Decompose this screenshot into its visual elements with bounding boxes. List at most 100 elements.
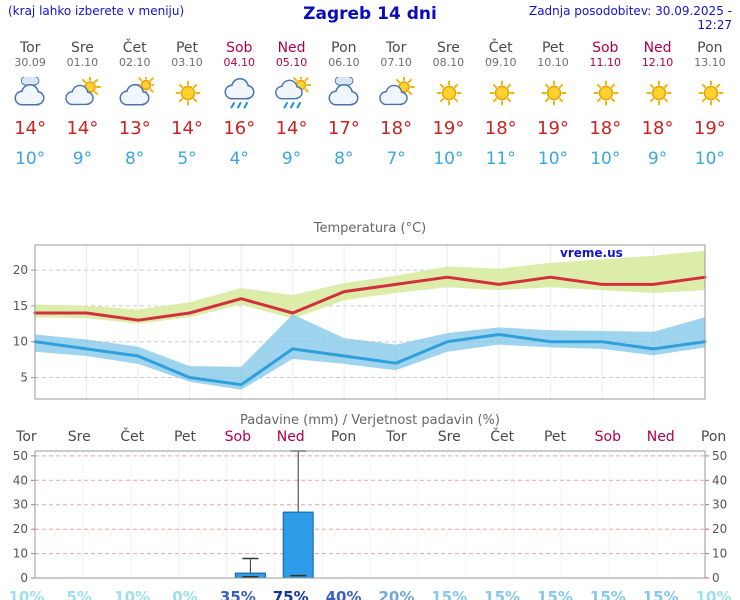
min-temp-line <box>33 333 707 387</box>
precip-day-label: Pet <box>173 429 197 445</box>
temperature-chart-section: Temperatura (°C) 5 10 15 20 vreme.us <box>0 221 740 407</box>
day-min-temp: 10° <box>590 149 621 169</box>
precip-probability: 10% <box>114 588 151 600</box>
day-column: Pon 13.10 19° 10° <box>684 40 736 171</box>
precip-day-label: Ned <box>276 429 305 445</box>
precip-probability: 15% <box>642 588 679 600</box>
precip-probability: 10% <box>8 588 45 600</box>
precip-probability-row: 10% 5% 10% 0% 35% 75% 40% 20% 15% 15% 15% 15% 15% 10% <box>0 588 740 600</box>
day-max-temp: 14° <box>14 118 47 139</box>
sunny-icon <box>489 80 515 106</box>
day-min-temp: 11° <box>485 149 516 169</box>
day-column: Sre 08.10 19° 10° <box>422 40 474 171</box>
day-max-temp: 17° <box>327 118 360 139</box>
precip-day-label: Tor <box>386 429 407 445</box>
precip-day-label: Sre <box>437 429 461 445</box>
precip-y-label-left: 30 <box>13 498 28 512</box>
sunny-icon <box>593 80 619 106</box>
precip-day-labels-row: Tor Sre Čet Pet Sob Ned Pon Tor Sre Čet Pet Sob Ned P… <box>0 429 740 447</box>
day-min-temp: 8° <box>125 149 145 169</box>
day-date-label: 03.10 <box>171 56 203 69</box>
mostly-cloudy-icon <box>119 77 154 106</box>
partly-sunny-icon <box>65 77 102 106</box>
day-column: Ned 12.10 18° 9° <box>631 40 683 171</box>
partly-sunny-icon <box>379 77 416 106</box>
day-min-temp: 10° <box>433 149 464 169</box>
precip-probability: 0% <box>172 588 198 600</box>
temp-y-label: 15 <box>13 299 28 313</box>
day-name-label: Sob <box>592 40 619 56</box>
daily-forecast-strip: Tor 30.09 14° 10° Sre 01.10 14° 9° Čet 02.10 13° 8°… <box>0 32 740 171</box>
day-column: Pon 06.10 17° 8° <box>318 40 370 171</box>
precip-y-label-left: 0 <box>20 571 28 585</box>
day-icon-wrap <box>527 75 579 113</box>
precip-probability: 35% <box>219 588 256 600</box>
cloudy-icon <box>14 77 45 106</box>
day-max-temp: 16° <box>223 118 256 139</box>
temperature-chart: 5 10 15 20 vreme.us <box>13 244 707 400</box>
day-icon-wrap <box>161 75 213 113</box>
day-name-label: Pon <box>331 40 357 56</box>
day-name-label: Sob <box>226 40 253 56</box>
precip-y-label-right: 40 <box>712 473 727 487</box>
sun-rain-icon <box>274 77 311 109</box>
precip-day-label: Pet <box>543 429 567 445</box>
day-icon-wrap <box>475 75 527 113</box>
sunny-icon <box>646 80 672 106</box>
day-max-temp: 14° <box>66 118 99 139</box>
day-date-label: 02.10 <box>118 56 151 69</box>
precip-probability: 40% <box>325 588 362 600</box>
day-date-label: 13.10 <box>694 56 726 69</box>
day-max-temp: 18° <box>589 118 622 139</box>
precip-y-label-left: 50 <box>13 449 28 463</box>
precip-y-label-right: 50 <box>712 449 727 463</box>
day-icon-wrap <box>213 75 265 113</box>
day-min-temp: 8° <box>334 149 354 169</box>
day-name-label: Ned <box>643 40 672 56</box>
day-icon-wrap <box>318 75 370 113</box>
day-name-label: Pet <box>175 40 199 56</box>
precip-day-label: Tor <box>16 429 37 445</box>
day-max-temp: 19° <box>432 118 465 139</box>
day-icon-wrap <box>56 75 108 113</box>
day-date-label: 10.10 <box>537 56 569 69</box>
precip-day-label: Čet <box>120 429 145 445</box>
temp-y-label: 20 <box>13 263 28 277</box>
precipitation-chart-section: Padavine (mm) / Verjetnost padavin (%) T… <box>0 413 740 600</box>
sunny-icon <box>698 80 724 106</box>
day-max-temp: 13° <box>118 118 151 139</box>
precip-y-label-right: 10 <box>712 547 727 561</box>
day-max-temp: 18° <box>641 118 674 139</box>
vreme-watermark[interactable]: vreme.us <box>560 246 623 260</box>
day-column: Čet 09.10 18° 11° <box>475 40 527 171</box>
rain-icon <box>224 78 255 109</box>
day-name-label: Sre <box>70 40 94 56</box>
day-max-temp: 14° <box>171 118 203 139</box>
precip-plot-border <box>34 450 706 579</box>
day-name-label: Čet <box>488 40 513 56</box>
sunny-icon <box>541 80 567 106</box>
day-date-label: 30.09 <box>14 56 46 69</box>
day-min-temp: 9° <box>281 149 302 169</box>
precip-day-label: Sob <box>594 429 622 445</box>
day-date-label: 08.10 <box>432 56 465 69</box>
precip-probability: 15% <box>431 588 468 600</box>
day-name-label: Ned <box>277 40 306 56</box>
sunny-icon <box>436 80 462 106</box>
day-min-temp: 9° <box>72 149 93 169</box>
day-name-label: Sre <box>436 40 460 56</box>
precip-probability: 75% <box>272 588 309 600</box>
precip-y-label-right: 20 <box>712 522 727 536</box>
day-name-label: Tor <box>19 40 41 56</box>
day-column: Pet 10.10 19° 10° <box>527 40 579 171</box>
temp-plot-border <box>34 244 706 400</box>
min-temp-band <box>35 314 705 390</box>
day-name-label: Čet <box>122 40 147 56</box>
day-icon-wrap <box>265 75 317 113</box>
precip-y-label-right: 0 <box>712 571 720 585</box>
temp-y-label: 5 <box>20 371 28 385</box>
day-min-temp: 7° <box>386 149 406 169</box>
day-min-temp: 5° <box>177 149 197 169</box>
day-date-label: 12.10 <box>641 56 674 69</box>
